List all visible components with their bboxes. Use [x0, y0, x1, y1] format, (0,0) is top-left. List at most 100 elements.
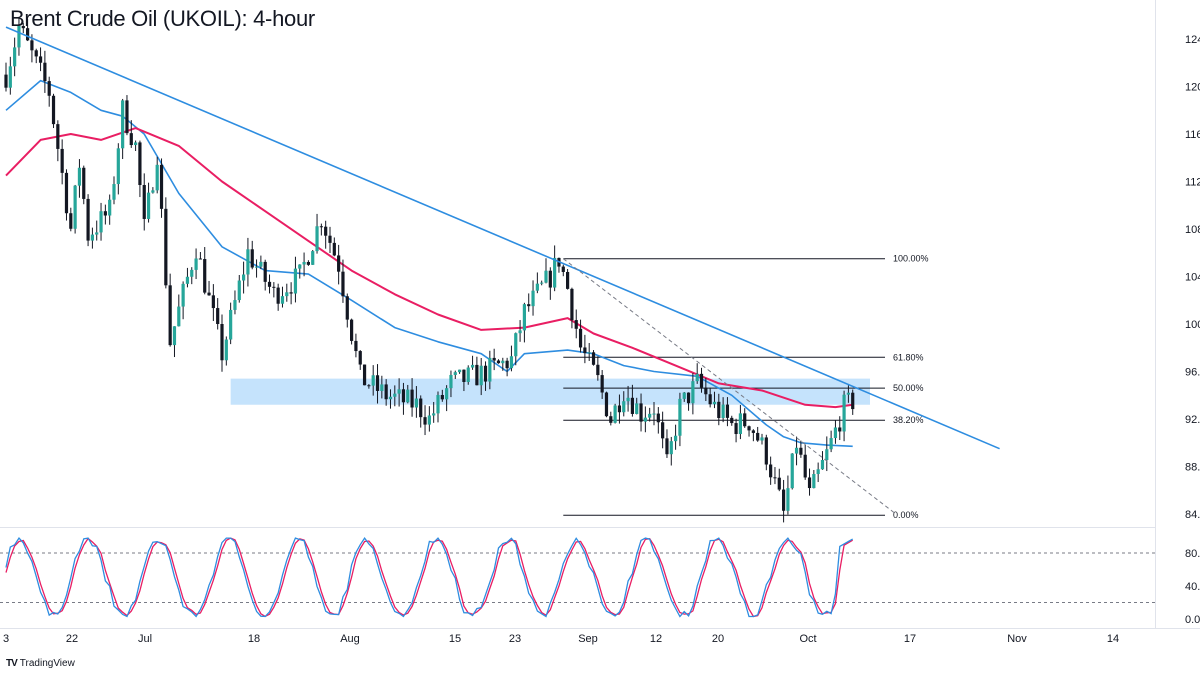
time-tick-label: Sep [578, 633, 598, 645]
stochastic-tick-label: 40.00 [1185, 581, 1200, 593]
candle-body [267, 281, 272, 287]
candle-body [591, 352, 596, 365]
candle-body [466, 367, 470, 382]
candle-body [388, 396, 393, 400]
candle-body [138, 142, 142, 186]
candle-body [103, 211, 107, 216]
candle-body [488, 357, 492, 382]
fib-label: 38.20% [893, 415, 924, 425]
candle-body [470, 364, 475, 368]
candle-body [782, 489, 786, 511]
candle-body [553, 257, 557, 288]
candle-body [246, 249, 250, 275]
candle-body [393, 393, 397, 397]
candle-body [648, 413, 652, 418]
candle-body [90, 234, 94, 241]
candle-body [181, 283, 185, 307]
candle-body [129, 133, 133, 146]
stochastic-tick-label: 0.00 [1185, 614, 1200, 626]
time-tick-label: 17 [904, 633, 916, 645]
candle-body [462, 369, 466, 382]
candle-body [362, 364, 367, 386]
candle-body [56, 124, 60, 149]
price-tick-label: 104.00 [1185, 272, 1200, 284]
time-tick-label: 22 [66, 633, 78, 645]
candle-body [211, 295, 215, 309]
time-tick-label: 18 [248, 633, 260, 645]
candle-body [276, 287, 280, 304]
candle-body [678, 398, 682, 436]
time-tick-label: 12 [650, 633, 662, 645]
candle-body [816, 469, 820, 475]
candle-body [743, 413, 747, 427]
candle-body [665, 438, 669, 455]
candle-body [427, 415, 431, 425]
price-tick-label: 124.00 [1185, 34, 1200, 46]
candle-body [146, 192, 151, 219]
candle-body [522, 304, 526, 331]
descending-trendline [5, 26, 1000, 450]
candle-body [371, 375, 375, 386]
candle-body [440, 394, 444, 400]
candle-body [237, 280, 241, 301]
candle-body [445, 388, 449, 400]
candle-body [691, 381, 695, 404]
candle-body [319, 226, 323, 228]
candle-body [375, 375, 380, 391]
candle-body [380, 384, 384, 391]
candle-body [350, 319, 354, 341]
candle-body [604, 392, 609, 417]
candle-body [159, 164, 164, 209]
candle-body [596, 364, 600, 376]
candle-body [661, 422, 665, 439]
candle-body [86, 198, 90, 241]
time-axis[interactable]: 3 22 Jul 18 Aug 15 23 Sep 12 20 Oct 17 Nov 14 [3, 633, 1119, 645]
candle-body [574, 320, 578, 329]
candle-body [674, 435, 678, 442]
candle-body [73, 185, 77, 229]
support-zone-layer [230, 378, 870, 405]
candle-body [643, 417, 647, 422]
candle-body [414, 398, 418, 408]
candle-body [717, 401, 721, 418]
price-tick-label: 120.00 [1185, 82, 1200, 94]
fib-label: 100.00% [893, 254, 929, 264]
candle-body [600, 375, 604, 393]
candle-body [527, 304, 531, 307]
candle-body [311, 251, 315, 265]
candle-body [708, 394, 712, 405]
candle-body [548, 270, 552, 288]
candle-body [695, 373, 699, 382]
candle-body [518, 330, 522, 334]
candle-body [833, 427, 838, 439]
candle-body [738, 413, 742, 435]
candle-body [177, 306, 181, 327]
candle-body [95, 232, 99, 235]
candle-body [82, 167, 86, 199]
candle-body [341, 271, 345, 297]
support-zone [230, 378, 870, 405]
candle-body [449, 374, 453, 389]
candle-body [751, 430, 755, 433]
candle-body [8, 66, 12, 88]
candle-body [47, 81, 51, 96]
candle-body [432, 413, 436, 416]
candle-body [458, 369, 462, 373]
candle-body [151, 190, 155, 193]
candle-body [254, 266, 259, 268]
candle-body [198, 258, 202, 260]
candle-body [203, 259, 207, 293]
tradingview-brand[interactable]: TV TradingView [6, 658, 75, 669]
candle-body [142, 185, 146, 219]
candle-body [669, 441, 673, 455]
candle-body [30, 40, 34, 51]
candle-body [34, 50, 38, 57]
candle-body [190, 269, 194, 277]
candle-body [790, 453, 794, 489]
time-tick-label: 15 [449, 633, 461, 645]
tradingview-logo-icon: TV [6, 658, 18, 669]
price-tick-label: 88.00 [1185, 462, 1200, 474]
candle-body [38, 56, 43, 63]
price-axis[interactable]: 84.00 88.00 92.00 96.00 100.00 104.00 108.00 11… [1185, 34, 1200, 626]
